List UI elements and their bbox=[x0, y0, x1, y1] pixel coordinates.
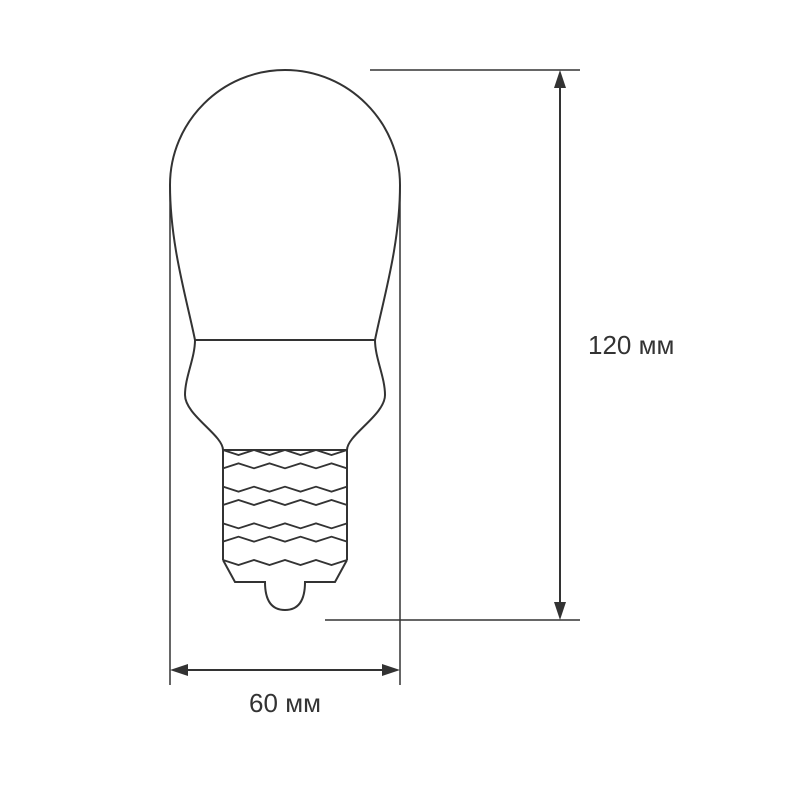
screw-thread bbox=[223, 487, 347, 492]
arrow-head bbox=[170, 664, 188, 676]
bulb-collar bbox=[185, 340, 385, 450]
bulb-dimension-diagram: 120 мм 60 мм bbox=[0, 0, 800, 800]
screw-thread bbox=[223, 523, 347, 528]
screw-thread bbox=[223, 463, 347, 468]
screw-thread bbox=[223, 560, 347, 565]
height-label: 120 мм bbox=[588, 330, 674, 360]
arrow-head bbox=[382, 664, 400, 676]
width-label: 60 мм bbox=[249, 688, 321, 718]
screw-thread bbox=[223, 500, 347, 505]
base-contact-tip bbox=[223, 560, 347, 610]
arrow-head bbox=[554, 70, 566, 88]
arrow-head bbox=[554, 602, 566, 620]
bulb-globe bbox=[170, 70, 400, 340]
screw-thread bbox=[223, 537, 347, 542]
